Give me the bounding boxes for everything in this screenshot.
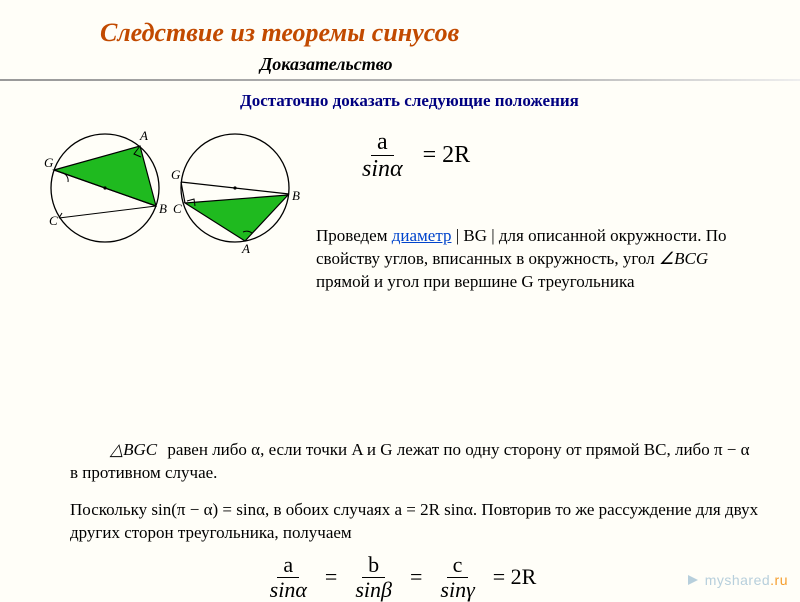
fb-tail: = 2R [493,564,537,590]
ft-rhs: = 2R [423,142,471,169]
diameter-link[interactable]: диаметр [392,226,452,245]
svg-text:B: B [292,188,300,203]
ft-num: a [371,129,394,156]
slide-title: Следствие из теоремы синусов [100,18,760,48]
wm-tld: .ru [770,572,788,588]
para2: Поскольку sin(π − α) = sinα, в обоих слу… [70,499,760,545]
wm-brand: myshared [705,572,770,588]
fb2d: sinβ [349,578,398,602]
diagram-pair: G A C B G A C [40,123,300,253]
lead-text: Достаточно доказать следующие положения [240,91,760,111]
p1-angle: ∠BCG [659,249,708,268]
fb1d: sinα [264,578,313,602]
divider [0,79,800,81]
svg-text:B: B [159,201,167,216]
p1-pre: Проведем [316,226,392,245]
fb3n: c [447,553,469,578]
svg-text:G: G [171,167,181,182]
formula-top: a sinα = 2R [356,129,470,183]
play-icon [686,573,700,587]
svg-text:A: A [139,128,148,143]
svg-text:A: A [241,241,250,253]
formula-bottom: a sinα = b sinβ = c sinγ = 2R [40,553,760,602]
eq1: = [325,564,337,590]
svg-text:C: C [173,201,182,216]
fb2n: b [362,553,385,578]
fb1n: a [277,553,299,578]
watermark: myshared.ru [686,572,788,588]
p1-seg2: прямой и угол при вершине G треугольника [316,272,635,291]
p1-tri: △BGC [110,440,157,459]
p1-seg3: равен либо α, если точки A и G лежат по … [70,440,750,482]
ft-den: sinα [356,156,409,182]
para1-right: Проведем диаметр | BG | для описанной ок… [316,225,766,294]
fb3d: sinγ [434,578,480,602]
svg-text:G: G [44,155,54,170]
svg-text:C: C [49,213,58,228]
eq2: = [410,564,422,590]
slide-subtitle: Доказательство [260,54,760,75]
para1-full: △BGC равен либо α, если точки A и G лежа… [70,439,760,485]
